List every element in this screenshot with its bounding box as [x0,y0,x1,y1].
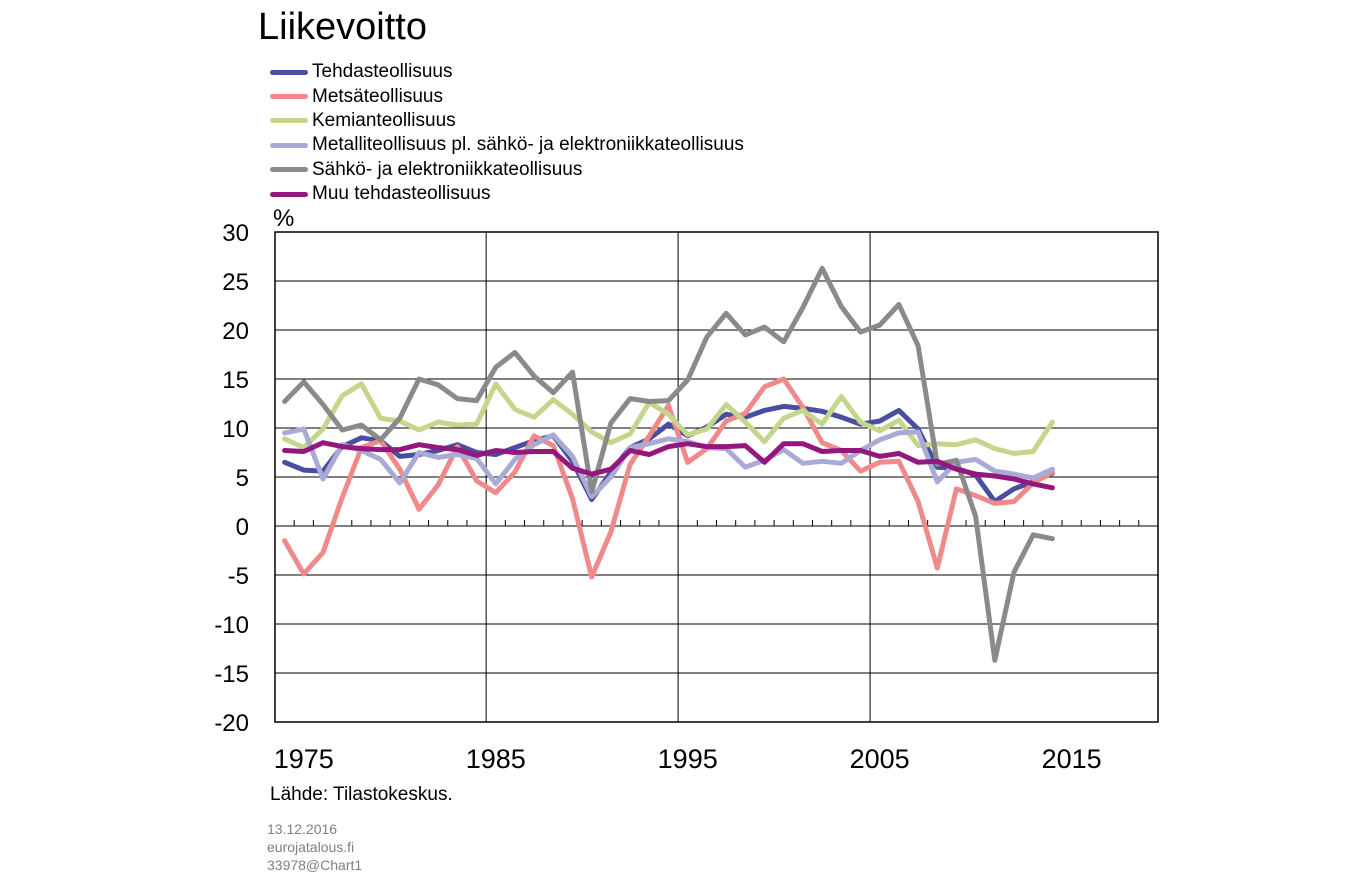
y-axis-unit: % [273,205,295,232]
y-tick-label: 20 [222,318,249,345]
x-tick-label: 1985 [466,744,526,774]
legend-label: Kemianteollisuus [312,109,456,131]
y-tick-label: 5 [236,465,249,492]
legend-item: Muu tehdasteollisuus [270,182,744,206]
legend-swatch [270,118,308,124]
legend-label: Tehdasteollisuus [312,61,453,83]
legend-item: Tehdasteollisuus [270,60,744,84]
legend-label: Metalliteollisuus pl. sähkö- ja elektron… [312,134,744,156]
legend: Tehdasteollisuus Metsäteollisuus Kemiant… [270,60,744,206]
x-tick-label: 1995 [658,744,718,774]
y-tick-label: 15 [222,367,249,394]
series-line [282,376,1055,580]
series-line [282,426,1055,500]
x-tick-label: 2005 [850,744,910,774]
legend-item: Kemianteollisuus [270,109,744,133]
series-line [282,265,1055,663]
legend-item: Metalliteollisuus pl. sähkö- ja elektron… [270,133,744,157]
chart-meta: 13.12.2016 eurojatalous.fi 33978@Chart1 [267,820,362,874]
legend-swatch [270,69,308,75]
y-tick-label: 25 [222,269,249,296]
legend-label: Metsäteollisuus [312,85,443,107]
legend-swatch [270,167,308,173]
source-note: Lähde: Tilastokeskus. [270,784,453,805]
y-tick-label: -15 [214,661,249,688]
legend-item: Sähkö- ja elektroniikkateollisuus [270,158,744,182]
legend-label: Sähkö- ja elektroniikkateollisuus [312,158,583,180]
legend-swatch [270,94,308,100]
series-line [282,440,1055,491]
y-tick-label: -10 [214,612,249,639]
y-tick-label: -20 [214,710,249,737]
plot-frame [274,231,1159,723]
legend-label: Muu tehdasteollisuus [312,183,491,205]
x-tick-label: 2015 [1042,744,1102,774]
legend-swatch [270,191,308,197]
chart-title: Liikevoitto [258,6,427,48]
meta-site: eurojatalous.fi [267,839,355,855]
y-tick-label: 30 [222,220,249,247]
x-tick-label: 1975 [274,744,334,774]
y-tick-label: -5 [228,563,249,590]
y-tick-label: 0 [236,514,249,541]
legend-swatch [270,142,308,148]
meta-chart-id: 33978@Chart1 [267,857,363,873]
meta-date: 13.12.2016 [267,821,338,837]
legend-item: Metsäteollisuus [270,84,744,108]
y-tick-label: 10 [222,416,249,443]
